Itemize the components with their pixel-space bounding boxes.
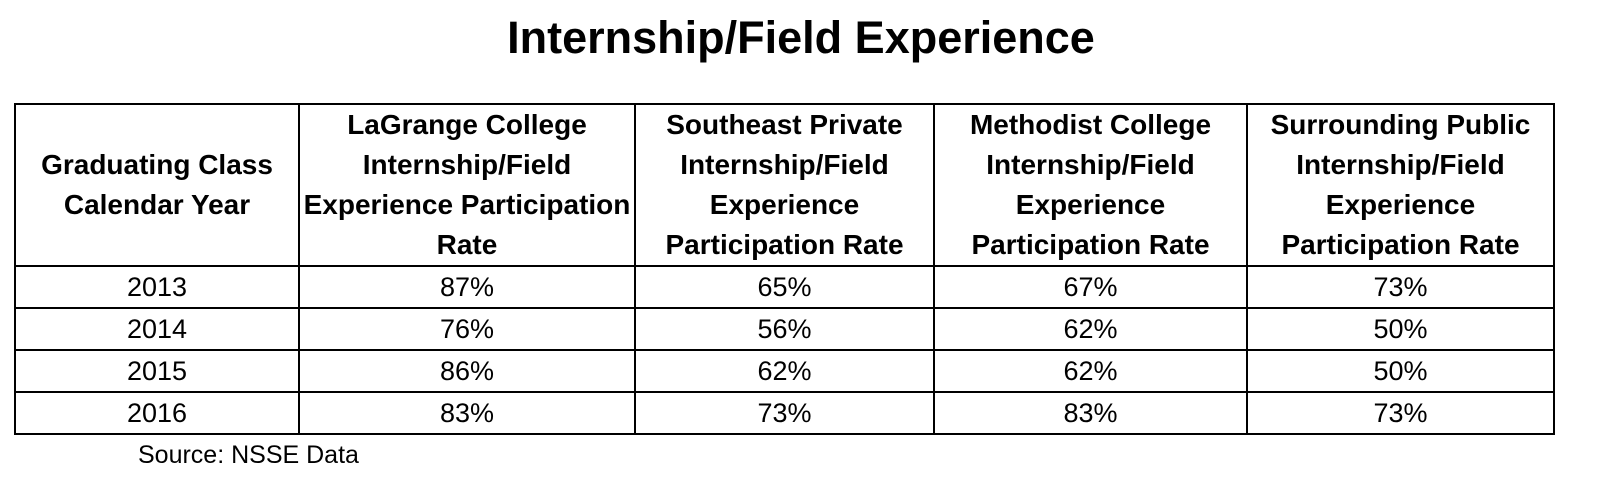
table-row: 2013 87% 65% 67% 73%: [14, 265, 1555, 309]
cell-lagrange: 86%: [298, 349, 636, 393]
cell-southeast-private: 62%: [634, 349, 935, 393]
cell-year: 2013: [14, 265, 300, 309]
cell-methodist: 62%: [933, 349, 1248, 393]
cell-methodist: 83%: [933, 391, 1248, 435]
page-title: Internship/Field Experience: [507, 12, 1095, 63]
table-row: 2015 86% 62% 62% 50%: [14, 349, 1555, 393]
header-lagrange: LaGrange College Internship/Field Experi…: [298, 103, 636, 267]
header-methodist: Methodist College Internship/Field Exper…: [933, 103, 1248, 267]
cell-methodist: 62%: [933, 307, 1248, 351]
cell-surrounding-public: 50%: [1246, 349, 1555, 393]
cell-methodist: 67%: [933, 265, 1248, 309]
source-note: Source: NSSE Data: [138, 441, 359, 469]
cell-southeast-private: 56%: [634, 307, 935, 351]
data-table: Graduating Class Calendar Year LaGrange …: [14, 103, 1555, 435]
cell-southeast-private: 65%: [634, 265, 935, 309]
header-year: Graduating Class Calendar Year: [14, 103, 300, 267]
cell-year: 2014: [14, 307, 300, 351]
cell-surrounding-public: 73%: [1246, 265, 1555, 309]
cell-lagrange: 83%: [298, 391, 636, 435]
cell-year: 2015: [14, 349, 300, 393]
table-row: 2016 83% 73% 83% 73%: [14, 391, 1555, 435]
cell-lagrange: 87%: [298, 265, 636, 309]
cell-southeast-private: 73%: [634, 391, 935, 435]
cell-lagrange: 76%: [298, 307, 636, 351]
cell-year: 2016: [14, 391, 300, 435]
header-surrounding-public: Surrounding Public Internship/Field Expe…: [1246, 103, 1555, 267]
cell-surrounding-public: 73%: [1246, 391, 1555, 435]
cell-surrounding-public: 50%: [1246, 307, 1555, 351]
header-row: Graduating Class Calendar Year LaGrange …: [14, 103, 1555, 267]
header-southeast-private: Southeast Private Internship/Field Exper…: [634, 103, 935, 267]
table-row: 2014 76% 56% 62% 50%: [14, 307, 1555, 351]
